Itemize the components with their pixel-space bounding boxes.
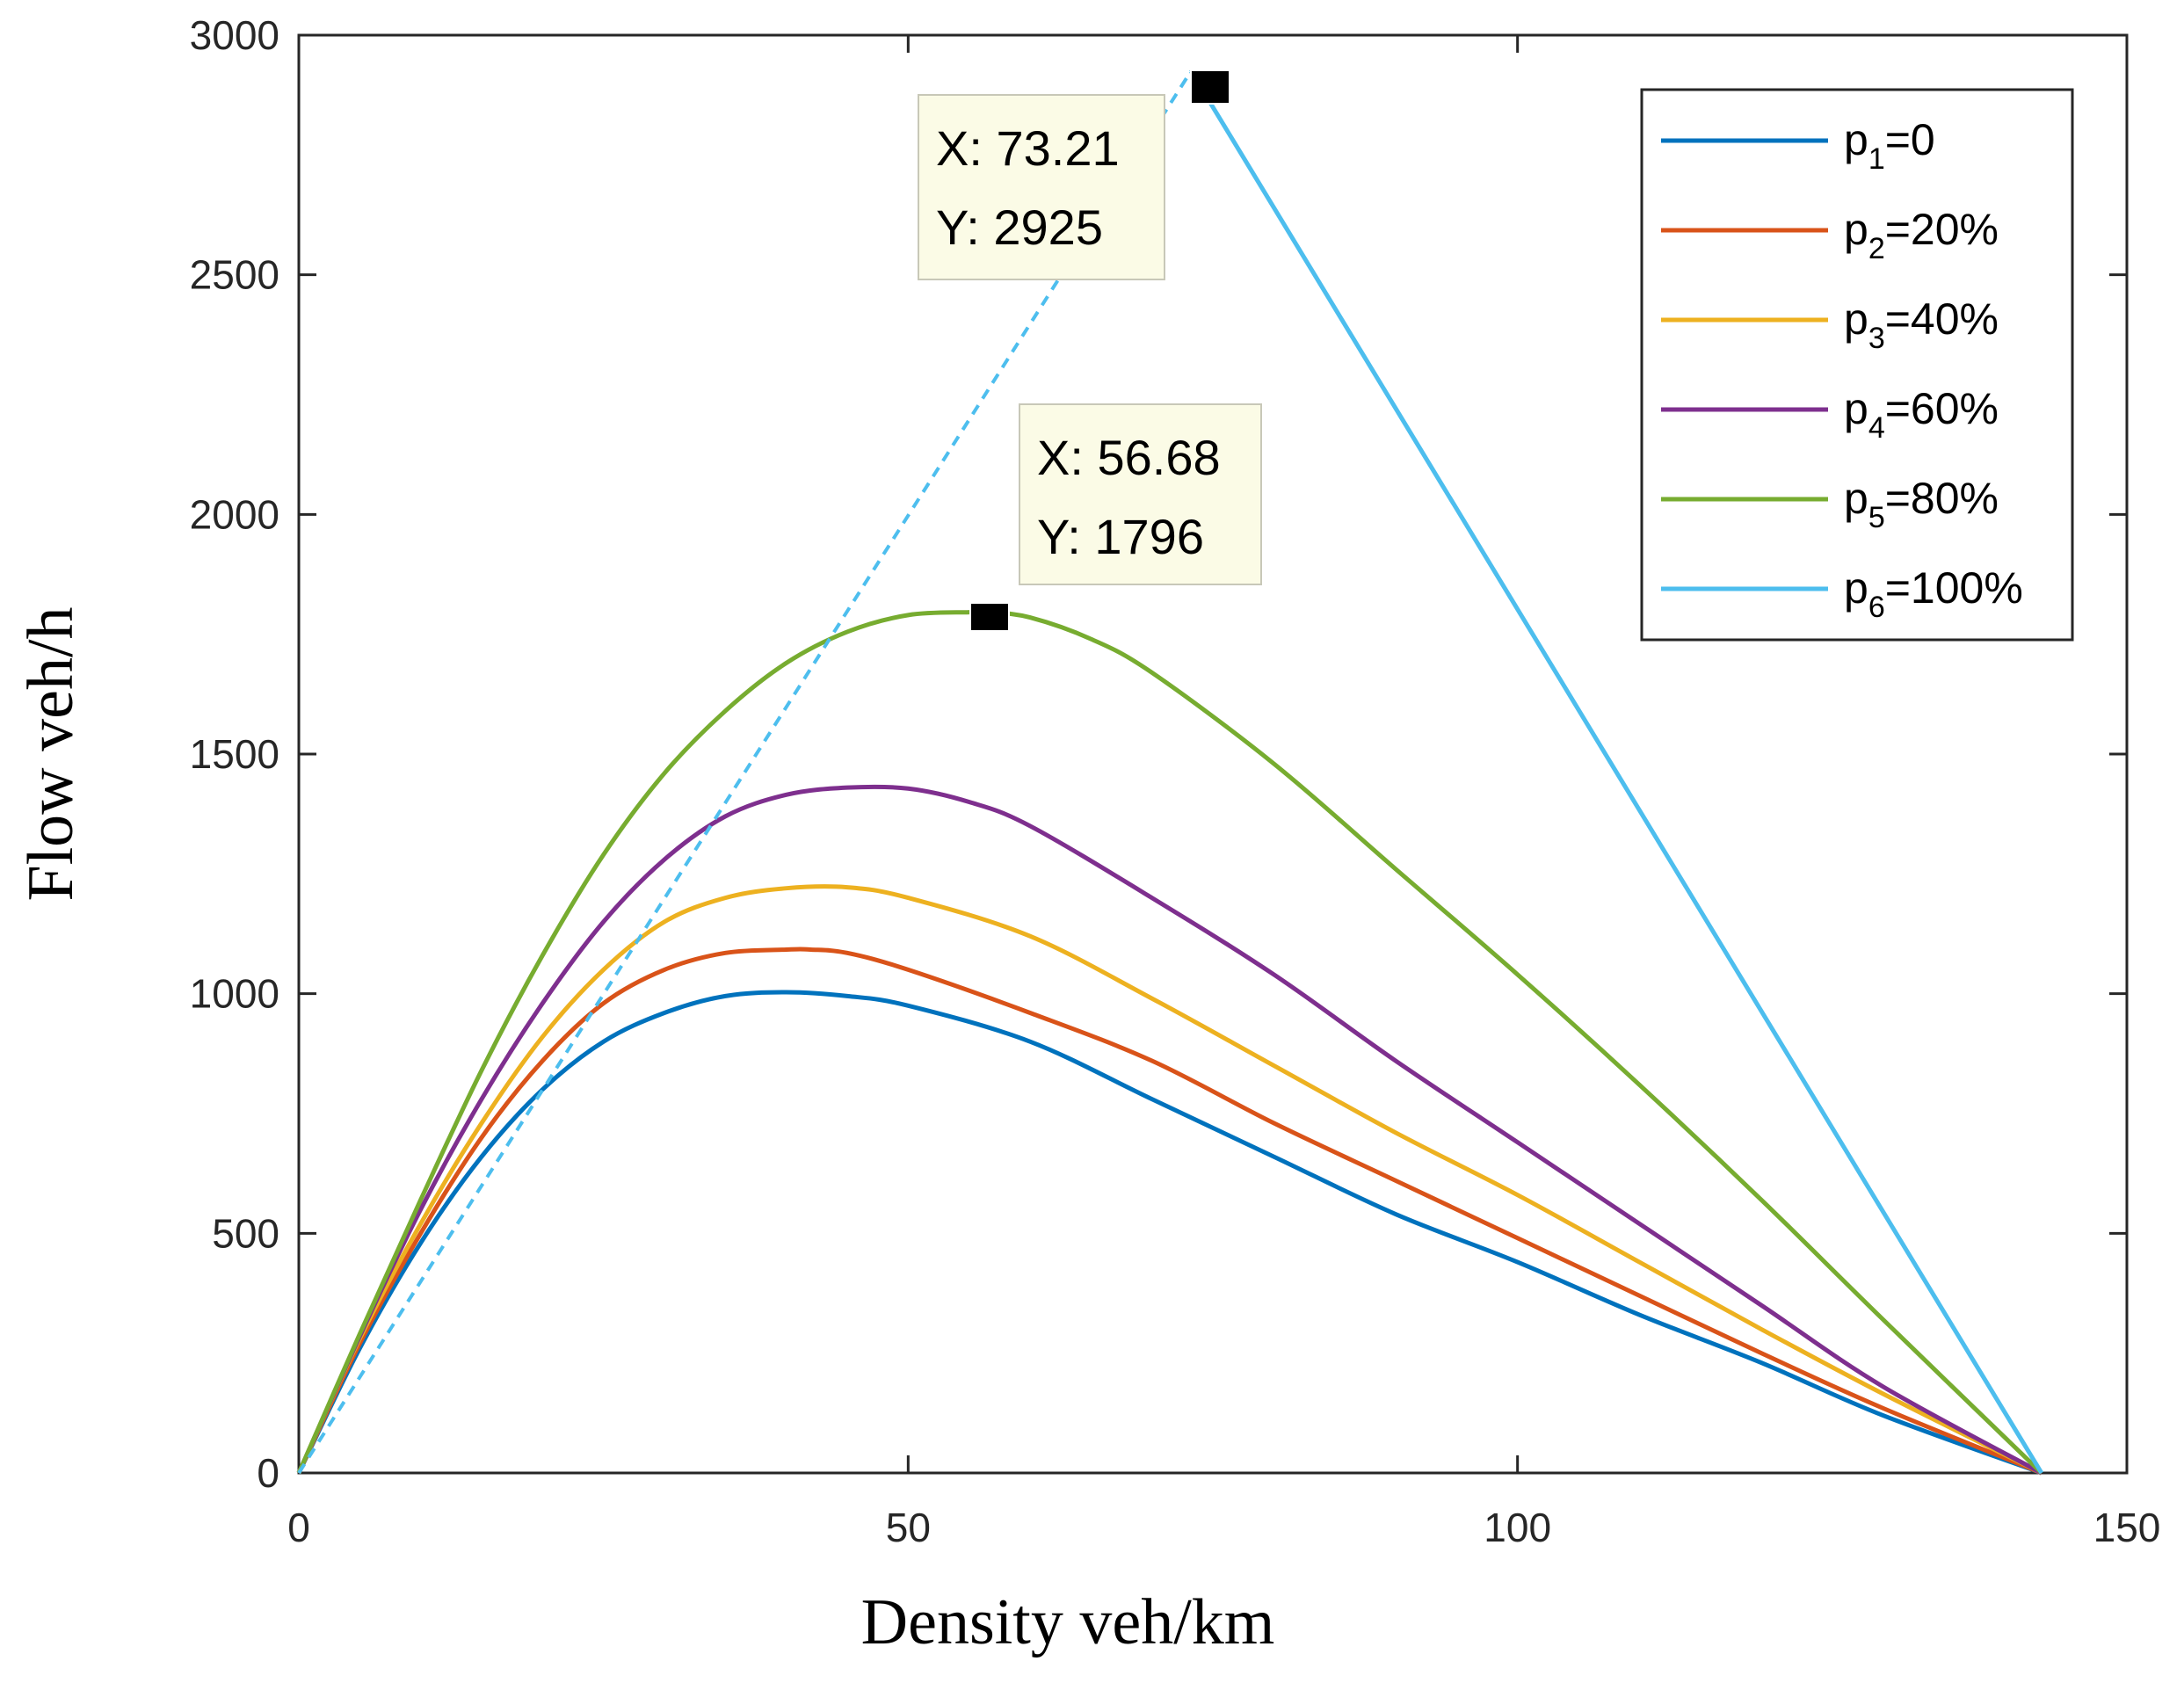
series-line-6-dashed bbox=[297, 69, 1193, 1475]
y-tick-label: 1000 bbox=[190, 971, 279, 1017]
data-tip-y: Y: 1796 bbox=[1037, 509, 1204, 564]
legend-label-3: p3=40% bbox=[1844, 294, 1999, 355]
x-tick-label: 0 bbox=[287, 1505, 310, 1550]
data-tip-marker[interactable] bbox=[969, 602, 1010, 632]
data-tips: X: 73.21 Y: 2925 X: 56.68 Y: 1796 bbox=[918, 69, 1262, 632]
y-axis-label: Flow veh/h bbox=[15, 606, 87, 901]
legend-label-1: p1=0 bbox=[1844, 115, 1935, 176]
y-tick-label: 2000 bbox=[190, 491, 279, 537]
series-line-1 bbox=[296, 990, 2043, 1476]
data-tip-y: Y: 2925 bbox=[936, 199, 1103, 255]
series-line-2 bbox=[296, 947, 2043, 1476]
data-tip-x: X: 56.68 bbox=[1037, 430, 1221, 485]
x-axis-label: Density veh/km bbox=[861, 1586, 1275, 1658]
y-tick-label: 3000 bbox=[190, 12, 279, 58]
data-tip-box[interactable] bbox=[1019, 403, 1262, 585]
series-line-6 bbox=[1189, 69, 2044, 1475]
legend-label-5: p5=80% bbox=[1844, 474, 1999, 534]
y-tick-label: 500 bbox=[212, 1210, 279, 1256]
x-tick-label: 150 bbox=[2093, 1505, 2161, 1550]
series-line-4 bbox=[296, 784, 2043, 1476]
x-tick-label: 50 bbox=[886, 1505, 931, 1550]
series-line-3 bbox=[296, 884, 2043, 1476]
data-tip-box[interactable] bbox=[918, 94, 1165, 280]
legend-label-6: p6=100% bbox=[1844, 563, 2023, 624]
data-tip-x: X: 73.21 bbox=[936, 120, 1120, 176]
data-tip-marker[interactable] bbox=[1190, 69, 1230, 105]
legend-label-2: p2=20% bbox=[1844, 205, 1999, 265]
legend-box bbox=[1640, 88, 2074, 642]
legend: p1=0 p2=20% p3=40% p4=60% p5=80% p6=100% bbox=[1640, 88, 2074, 642]
y-tick-label: 2500 bbox=[190, 252, 279, 298]
legend-label-4: p4=60% bbox=[1844, 384, 1999, 445]
x-tick-label: 100 bbox=[1484, 1505, 1551, 1550]
y-tick-label: 1500 bbox=[190, 731, 279, 777]
y-tick-label: 0 bbox=[257, 1450, 279, 1496]
